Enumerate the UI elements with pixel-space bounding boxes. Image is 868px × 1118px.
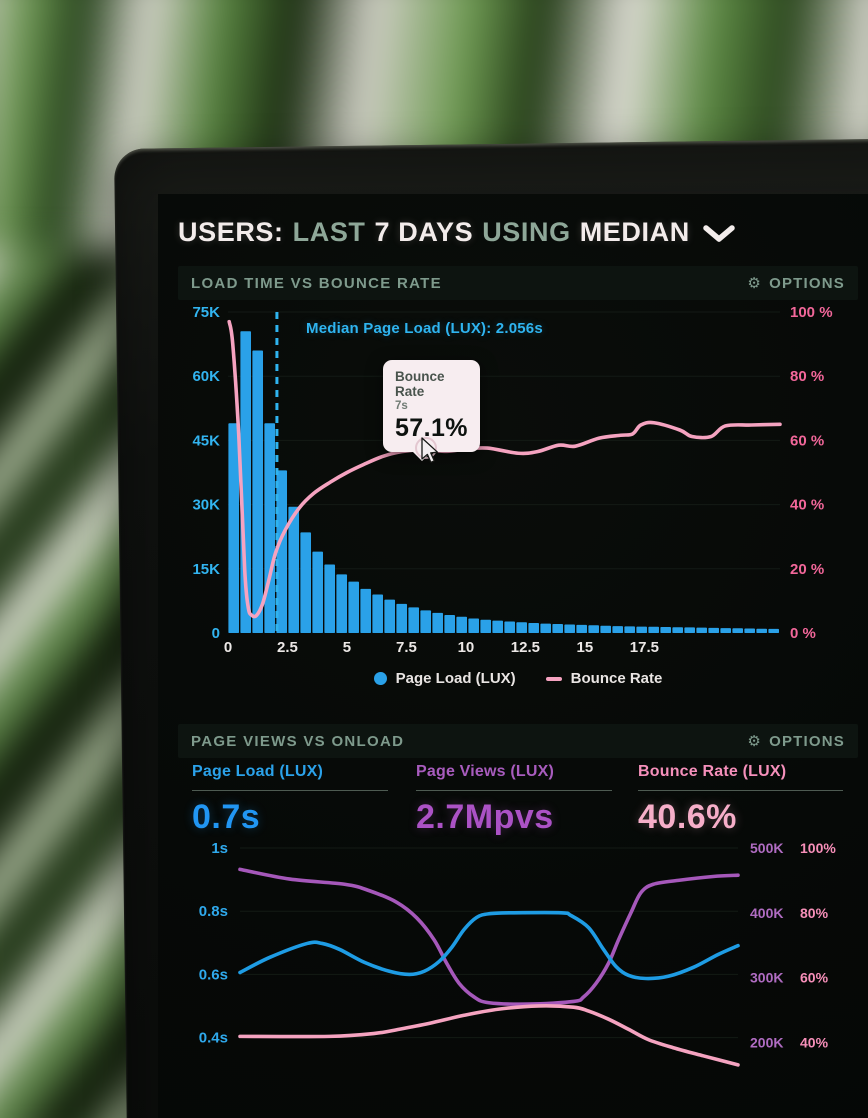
legend-label: Page Load (LUX) [395,670,516,687]
stat-value: 2.7Mpvs [416,798,554,836]
laptop-screen [158,194,868,1118]
svg-text:7.5: 7.5 [396,639,417,656]
options-button[interactable]: ⚙ OPTIONS [747,733,845,750]
legend-label: Bounce Rate [570,670,663,687]
tooltip-x-value: 7s [395,400,408,412]
svg-text:60 %: 60 % [790,432,824,449]
chart-load-time-vs-bounce-rate[interactable]: 75K 60K 45K 30K 15K 0 100 % 80 % 60 % 40 % 20 % 0 %… [178,302,858,662]
svg-text:200K: 200K [750,1034,783,1050]
svg-text:80 %: 80 % [790,368,824,385]
options-button[interactable]: ⚙ OPTIONS [747,275,845,292]
panel-title: PAGE VIEWS VS ONLOAD [191,732,405,750]
svg-text:17.5: 17.5 [630,639,659,656]
svg-text:15K: 15K [192,561,220,578]
chart-page-views-vs-onload[interactable]: 1s 0.8s 0.6s 0.4s 500K 400K 300K 200K 100% 80% 60%… [178,842,858,1118]
svg-text:15: 15 [577,639,594,656]
svg-text:40%: 40% [800,1035,829,1051]
stat-value: 0.7s [192,798,261,836]
panel-header-load-time: LOAD TIME VS BOUNCE RATE ⚙ OPTIONS [178,266,858,300]
svg-text:100%: 100% [800,842,836,856]
gear-icon: ⚙ [747,274,763,292]
svg-text:80%: 80% [800,905,829,921]
options-label: OPTIONS [769,274,845,292]
panel-header-page-views: PAGE VIEWS VS ONLOAD ⚙ OPTIONS [178,724,858,758]
stat-page-load: Page Load (LUX) 0.7s [192,763,388,837]
stat-page-views: Page Views (LUX) 2.7Mpvs [416,763,612,837]
svg-text:300K: 300K [750,970,783,986]
svg-text:500K: 500K [750,842,783,856]
chart-tooltip: Bounce Rate 7s 57.1% [383,360,480,461]
svg-text:0: 0 [212,625,220,642]
tooltip-series: Bounce Rate [395,369,445,399]
svg-text:20 %: 20 % [790,561,824,578]
svg-text:0.8s: 0.8s [199,903,228,920]
tooltip-value: 57.1% [395,414,468,442]
svg-text:60K: 60K [192,368,220,385]
title-part: USING [482,216,571,247]
svg-text:0.4s: 0.4s [199,1030,228,1047]
svg-text:30K: 30K [192,497,220,514]
title-part: USERS: [178,216,284,247]
svg-text:0 %: 0 % [790,625,816,642]
svg-text:45K: 45K [192,432,220,449]
title-part: 7 DAYS [374,216,474,247]
median-annotation: Median Page Load (LUX): 2.056s [306,320,543,337]
chart1-legend: Page Load (LUX) Bounce Rate [178,670,858,687]
stat-underline [192,790,388,791]
title-part: MEDIAN [579,216,690,247]
legend-dot-icon [373,672,387,685]
stat-underline [416,790,612,791]
mouse-cursor-icon [415,437,439,464]
legend-dash-icon [545,676,562,681]
svg-text:40 %: 40 % [790,497,824,514]
svg-text:2.5: 2.5 [277,639,298,656]
svg-text:100 %: 100 % [790,304,833,321]
dashboard-title-dropdown[interactable]: USERS: LAST 7 DAYS USING MEDIAN [178,212,868,252]
svg-text:400K: 400K [750,905,783,921]
svg-text:5: 5 [343,639,351,656]
svg-text:75K: 75K [192,304,220,321]
stat-label: Page Views (LUX) [416,763,555,780]
svg-text:0: 0 [224,639,232,656]
stat-bounce-rate: Bounce Rate (LUX) 40.6% [638,763,843,837]
stat-underline [638,790,843,791]
stat-label: Bounce Rate (LUX) [638,763,787,780]
legend-item-page-load[interactable]: Page Load (LUX) [373,670,516,687]
svg-text:60%: 60% [800,970,829,986]
chevron-down-icon[interactable] [703,225,735,243]
title-part: LAST [292,216,366,247]
stat-label: Page Load (LUX) [192,763,324,780]
svg-text:1s: 1s [211,842,228,857]
svg-text:12.5: 12.5 [511,639,540,656]
stat-value: 40.6% [638,798,737,836]
svg-text:0.6s: 0.6s [199,966,228,983]
gear-icon: ⚙ [747,732,763,750]
legend-item-bounce-rate[interactable]: Bounce Rate [545,670,663,687]
panel-title: LOAD TIME VS BOUNCE RATE [191,274,442,292]
options-label: OPTIONS [769,732,845,750]
svg-text:10: 10 [458,639,475,656]
